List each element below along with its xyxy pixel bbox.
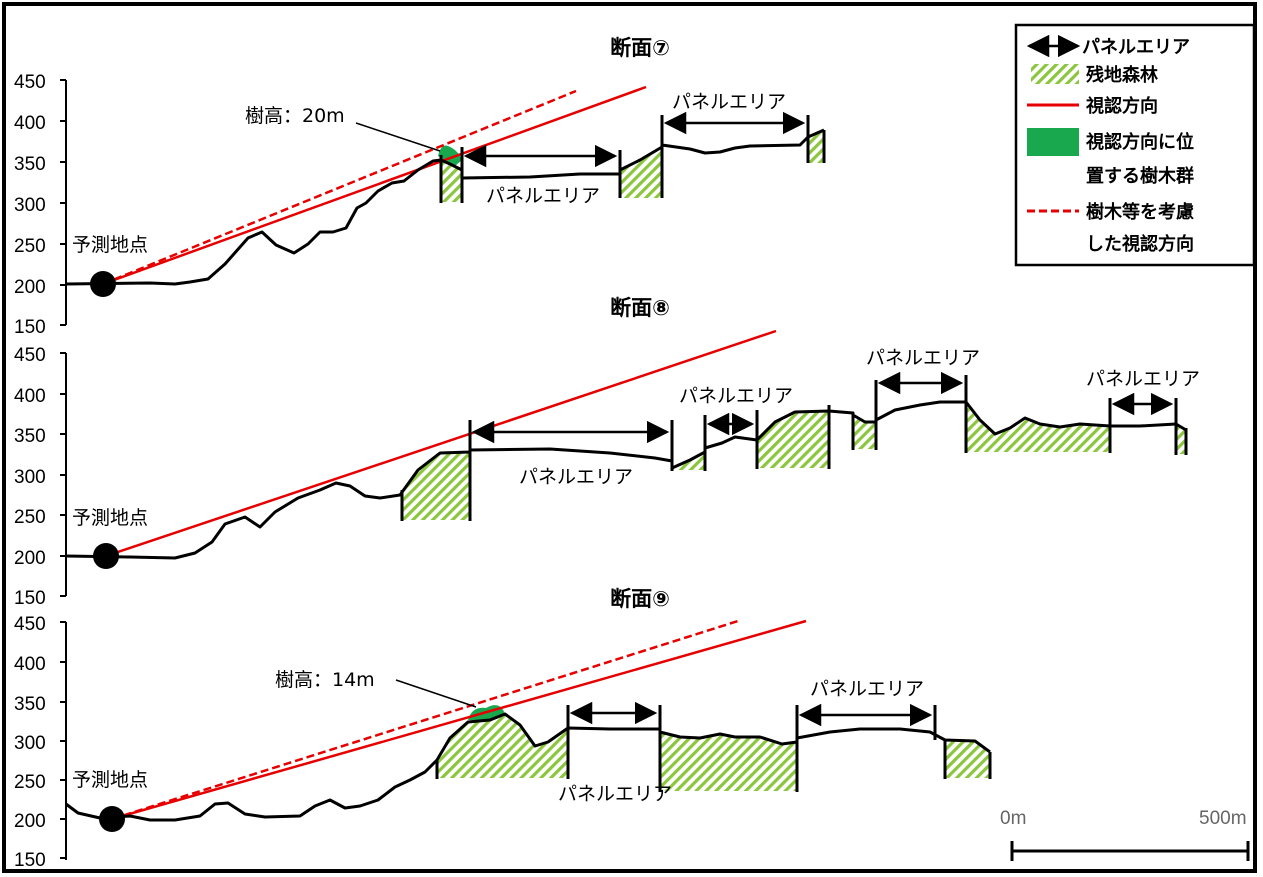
remaining-forest	[808, 130, 824, 163]
y-tick: 250	[14, 772, 46, 793]
remaining-forest	[757, 411, 829, 468]
observation-point-label: 予測地点	[72, 769, 148, 791]
observation-point-label: 予測地点	[72, 234, 148, 256]
section-title: 断面⑦	[610, 36, 670, 60]
y-tick: 450	[14, 345, 46, 366]
remaining-forest	[945, 740, 990, 778]
legend-label: 残地森林	[1086, 64, 1158, 86]
y-tick: 150	[14, 850, 46, 871]
section-title: 断面⑨	[610, 587, 670, 611]
y-tick: 300	[14, 467, 46, 488]
y-tick: 400	[14, 654, 46, 675]
tree-group	[438, 145, 462, 166]
y-tick: 200	[14, 548, 46, 569]
section-9: 断面⑨ 450 400 350 300 250 200 150	[14, 587, 992, 871]
y-tick: 400	[14, 386, 46, 407]
remaining-forest	[660, 732, 797, 791]
scale-right-label: 500m	[1199, 808, 1247, 829]
legend-label: 樹木等を考慮	[1086, 201, 1194, 223]
y-tick: 150	[14, 588, 46, 609]
remaining-forest	[437, 714, 568, 778]
y-tick: 350	[14, 694, 46, 715]
y-axis: 450 400 350 300 250 200 150	[14, 345, 67, 609]
legend-label: 視認方向に位	[1085, 131, 1194, 153]
remaining-forest	[1176, 424, 1186, 454]
tree-height-leader	[395, 679, 477, 708]
sight-line	[111, 619, 807, 821]
observation-point-marker	[99, 806, 125, 832]
sight-line	[105, 329, 777, 558]
y-tick: 200	[14, 811, 46, 832]
sight-line-with-trees	[111, 619, 739, 821]
legend-label: 視認方向	[1085, 95, 1158, 117]
y-tick: 250	[14, 236, 46, 257]
section-7: 断面⑦ 450 400 350 300 250 200 150	[14, 36, 826, 338]
y-tick: 300	[14, 733, 46, 754]
y-tick: 300	[14, 195, 46, 216]
tree-height-leader	[355, 122, 441, 152]
legend: パネルエリア 残地森林 視認方向 視認方向に位 置する樹木群 樹木等を考慮 した…	[1014, 23, 1256, 267]
y-axis: 450 400 350 300 250 200 150	[14, 614, 67, 871]
panel-area-label: パネルエリア	[672, 91, 786, 113]
section-8: 断面⑧ 450 400 350 300 250 200 150	[14, 296, 1200, 609]
panel-area-label: パネルエリア	[679, 385, 793, 407]
scale-bar: 0m 500m	[1000, 808, 1250, 861]
panel-area-label: パネルエリア	[810, 678, 924, 700]
sight-line	[102, 85, 647, 286]
tree-height-label: 樹高：14m	[275, 669, 375, 691]
panel-area-label: パネルエリア	[866, 347, 980, 369]
panel-area-label: パネルエリア	[486, 185, 600, 207]
remaining-forest	[441, 160, 462, 202]
panel-area-label: パネルエリア	[519, 466, 633, 488]
remaining-forest	[620, 147, 662, 198]
legend-tree-group-swatch	[1027, 128, 1079, 156]
remaining-forest	[402, 452, 470, 520]
scale-left-label: 0m	[1000, 808, 1026, 829]
sight-line-with-trees	[102, 89, 577, 286]
panel-boundaries	[435, 705, 992, 792]
y-tick: 350	[14, 426, 46, 447]
y-tick: 250	[14, 507, 46, 528]
section-title: 断面⑧	[610, 296, 670, 320]
y-tick: 150	[14, 317, 46, 338]
panel-area-label: パネルエリア	[1086, 368, 1200, 390]
panel-boundaries	[439, 115, 826, 203]
y-axis: 450 400 350 300 250 200 150	[14, 72, 67, 338]
remaining-forest	[966, 402, 1110, 452]
tree-height-label: 樹高：20m	[245, 105, 345, 127]
panel-boundaries	[400, 375, 1188, 521]
y-tick: 200	[14, 277, 46, 298]
legend-forest-swatch	[1031, 64, 1079, 84]
legend-label: パネルエリア	[1082, 37, 1190, 58]
y-tick: 350	[14, 154, 46, 175]
observation-point-label: 予測地点	[72, 507, 148, 529]
y-tick: 400	[14, 113, 46, 134]
legend-label: 置する樹木群	[1086, 165, 1194, 187]
y-tick: 450	[14, 614, 46, 635]
observation-point-marker	[93, 543, 119, 569]
panel-area-label: パネルエリア	[558, 783, 672, 805]
terrain-profile	[65, 128, 825, 286]
y-tick: 450	[14, 72, 46, 93]
observation-point-marker	[90, 271, 116, 297]
legend-label: した視認方向	[1086, 233, 1194, 255]
